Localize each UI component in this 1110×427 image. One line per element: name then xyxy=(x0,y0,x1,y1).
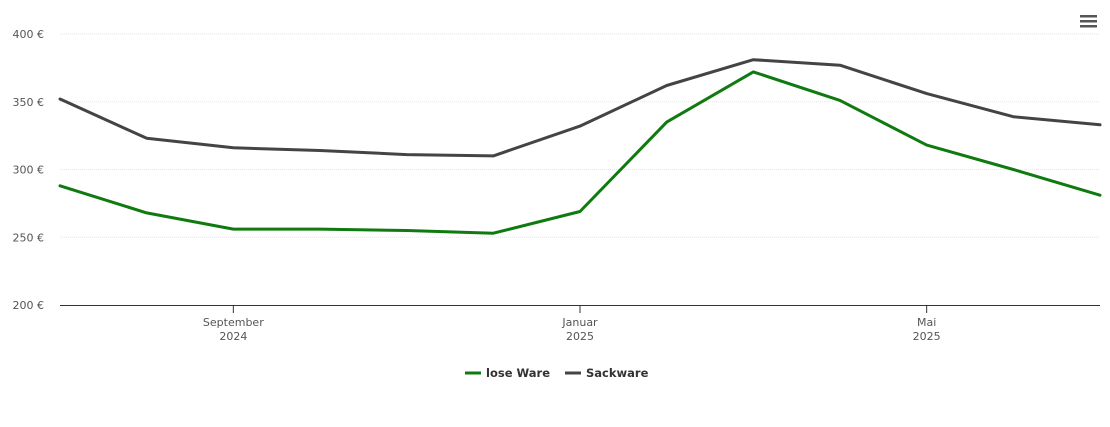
x-tick-label: Januar xyxy=(561,316,598,329)
data-line xyxy=(58,70,1102,235)
menu-bar xyxy=(1080,25,1097,28)
y-tick-label: 350 € xyxy=(13,96,45,109)
x-tick-label: 2025 xyxy=(913,330,941,343)
legend-label: lose Ware xyxy=(486,366,550,380)
y-tick-label: 300 € xyxy=(13,164,45,177)
x-tick-label: 2024 xyxy=(219,330,247,343)
x-tick-label: 2025 xyxy=(566,330,594,343)
legend-item[interactable]: Sackware xyxy=(565,366,649,380)
menu-bar xyxy=(1080,20,1097,23)
y-tick-label: 200 € xyxy=(13,299,45,312)
legend-item[interactable]: lose Ware xyxy=(465,366,550,380)
menu-icon[interactable] xyxy=(1080,15,1097,28)
x-tick-label: September xyxy=(203,316,264,329)
y-tick-label: 400 € xyxy=(13,28,45,41)
x-tick-label: Mai xyxy=(917,316,936,329)
menu-bar xyxy=(1080,15,1097,18)
data-line xyxy=(58,58,1102,158)
legend-label: Sackware xyxy=(586,366,649,380)
y-tick-label: 250 € xyxy=(13,231,45,244)
